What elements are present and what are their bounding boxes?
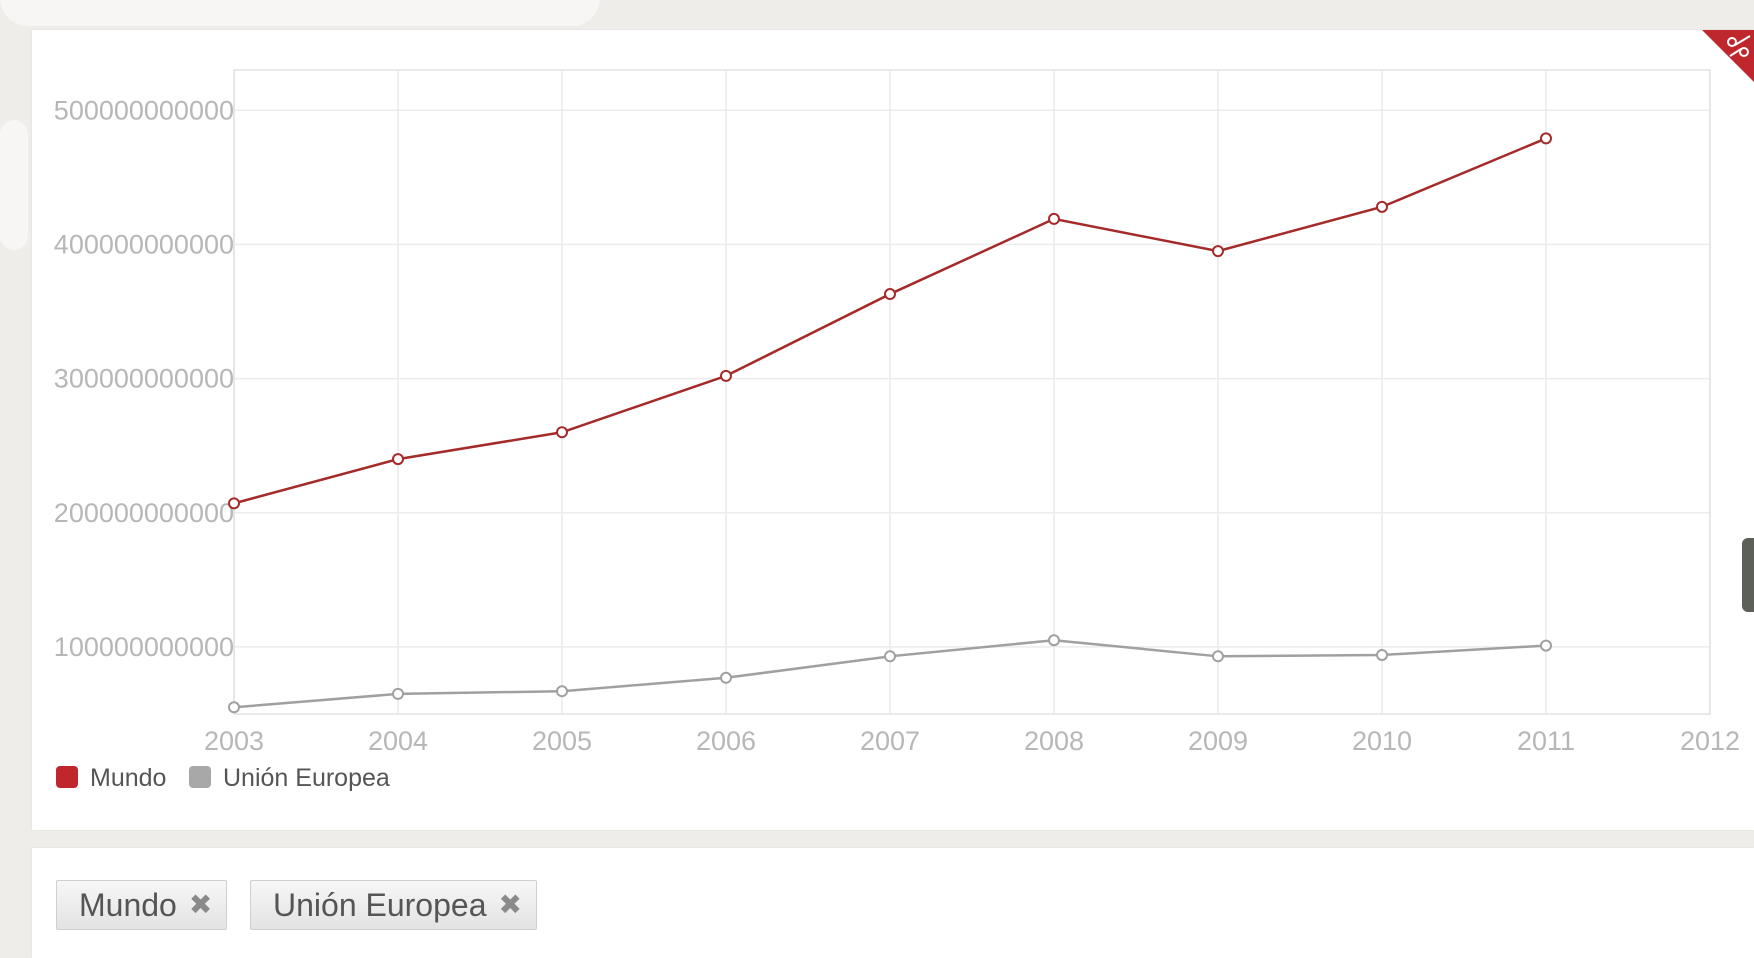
data-point — [1540, 639, 1552, 652]
data-point — [1048, 634, 1060, 647]
legend-label-mundo: Mundo — [90, 764, 166, 792]
x-tick-label: 2011 — [1517, 726, 1575, 756]
legend-swatch-uni-n-europea — [189, 766, 211, 788]
y-tick-label: 100000000000 — [54, 632, 234, 662]
data-point — [884, 650, 896, 663]
x-tick-label: 2007 — [860, 726, 920, 756]
x-tick-label: 2003 — [204, 726, 264, 756]
background-shape — [0, 120, 28, 250]
x-tick-label: 2012 — [1680, 726, 1740, 756]
y-tick-label: 200000000000 — [54, 498, 234, 528]
x-tick-label: 2009 — [1188, 726, 1248, 756]
legend: Mundo Unión Europea — [56, 764, 390, 792]
data-point — [720, 369, 732, 382]
y-tick-label: 500000000000 — [54, 95, 234, 125]
y-axis: 100000000000 200000000000 300000000000 4000… — [54, 95, 234, 662]
x-tick-label: 2010 — [1352, 726, 1412, 756]
close-icon[interactable]: ✖ — [498, 889, 522, 920]
x-tick-label: 2006 — [696, 726, 756, 756]
data-point — [1376, 648, 1388, 661]
plot-frame — [233, 69, 1711, 715]
y-tick-label: 300000000000 — [54, 364, 234, 394]
data-point — [1376, 200, 1388, 213]
data-point — [556, 685, 568, 698]
series-layer — [228, 132, 1552, 714]
close-icon[interactable]: ✖ — [188, 889, 213, 920]
series-mundo — [228, 132, 1552, 510]
data-point — [720, 671, 732, 684]
data-point — [556, 426, 568, 439]
x-axis: 2003 2004 2005 2006 2007 2008 2009 2010 2011 2012 — [204, 726, 1740, 756]
filter-tag-union-europea[interactable]: Unión Europea ✖ — [250, 880, 537, 930]
x-tick-label: 2004 — [368, 726, 428, 756]
data-point — [228, 497, 240, 510]
scissors-icon[interactable] — [1702, 30, 1754, 82]
side-panel-handle[interactable] — [1742, 538, 1754, 612]
x-tick-label: 2008 — [1024, 726, 1084, 756]
grid — [233, 70, 1711, 714]
chart-panel: 100000000000 200000000000 300000000000 4000… — [32, 30, 1754, 830]
series-uni-n-europea — [228, 634, 1552, 714]
legend-label-uni-n-europea: Unión Europea — [223, 764, 390, 792]
filter-tag-mundo[interactable]: Mundo ✖ — [56, 880, 228, 930]
data-point — [392, 453, 404, 466]
x-tick-label: 2005 — [532, 726, 592, 756]
data-point — [884, 288, 896, 301]
filter-tag-label: Mundo — [79, 886, 177, 923]
legend-swatch-mundo — [56, 766, 78, 788]
data-point — [228, 701, 240, 714]
data-point — [392, 687, 404, 700]
filter-tag-label: Unión Europea — [273, 886, 487, 923]
line-chart: 100000000000 200000000000 300000000000 4000… — [54, 69, 1740, 792]
background-shape — [0, 0, 600, 26]
data-point — [1048, 212, 1060, 225]
y-tick-label: 400000000000 — [54, 229, 234, 259]
filter-bar: Mundo ✖ Unión Europea ✖ — [32, 848, 1754, 958]
data-point — [1540, 132, 1552, 145]
data-point — [1212, 245, 1224, 258]
data-point — [1212, 650, 1224, 663]
